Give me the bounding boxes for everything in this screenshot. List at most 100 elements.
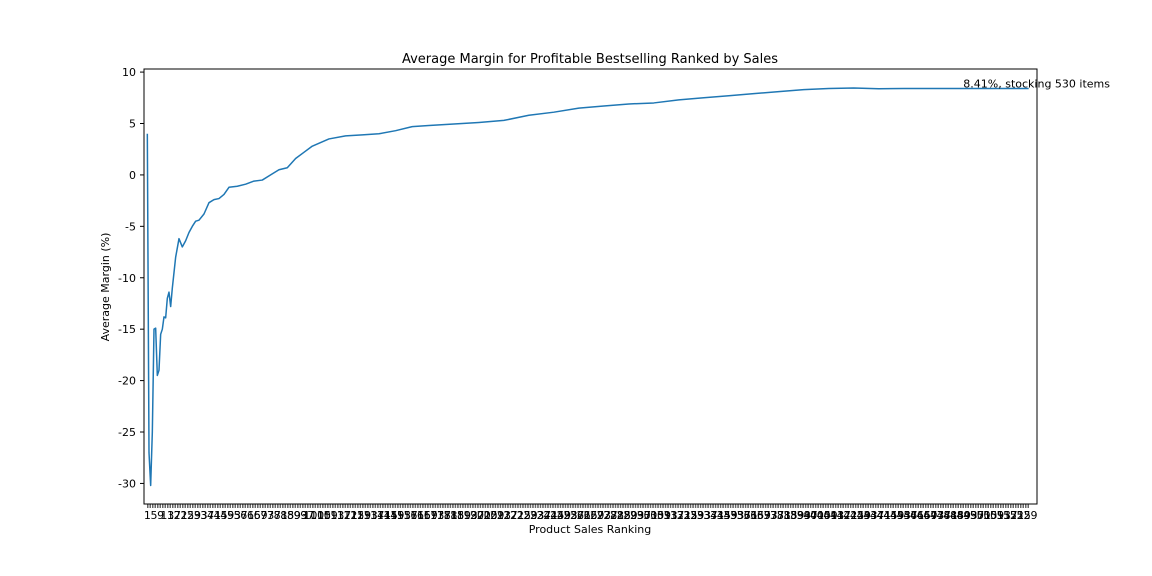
y-tick-label: -20 — [118, 375, 136, 388]
x-tick-label: 209 — [483, 509, 504, 522]
x-tick-label: 353 — [723, 509, 744, 522]
y-tick-label: -15 — [118, 323, 136, 336]
x-tick-label: 85 — [280, 509, 294, 522]
x-tick-label: 49 — [220, 509, 234, 522]
x-tick-label: 325 — [677, 509, 698, 522]
x-tick-label: 165 — [410, 509, 431, 522]
x-tick-label: 425 — [843, 509, 864, 522]
x-tick-label: 25 — [180, 509, 194, 522]
x-tick-label: 89 — [287, 509, 301, 522]
x-tick-label: 249 — [550, 509, 571, 522]
x-tick-label: 369 — [750, 509, 771, 522]
x-tick-label: 417 — [830, 509, 851, 522]
x-tick-label: 233 — [523, 509, 544, 522]
y-tick-label: -25 — [118, 426, 136, 439]
x-tick-label: 317 — [663, 509, 684, 522]
x-tick-label: 357 — [730, 509, 751, 522]
x-tick-label: 177 — [430, 509, 451, 522]
plot-area-frame — [143, 68, 1038, 505]
x-tick-label: 345 — [710, 509, 731, 522]
y-tick-label: -30 — [118, 477, 136, 490]
x-tick-label: 133 — [357, 509, 378, 522]
x-tick-label: 189 — [450, 509, 471, 522]
x-tick-label: 333 — [690, 509, 711, 522]
x-axis: 1 5 91317212529333741454953576165697377818… — [144, 504, 1038, 522]
x-tick-label: 61 — [240, 509, 254, 522]
y-axis: -30 -25 -20 -15 -10 -5 0 5 10 — [118, 66, 144, 490]
x-tick-label: 405 — [810, 509, 831, 522]
x-tick-label: 245 — [543, 509, 564, 522]
x-tick-label: 21 — [174, 509, 188, 522]
x-tick-label: 401 — [803, 509, 824, 522]
x-tick-label: 57 — [234, 509, 248, 522]
x-tick-label: 361 — [737, 509, 758, 522]
x-tick-label: 421 — [837, 509, 858, 522]
x-tick-label: 473 — [923, 509, 944, 522]
x-tick-label: 393 — [790, 509, 811, 522]
x-tick-label: 365 — [743, 509, 764, 522]
x-tick-label: 381 — [770, 509, 791, 522]
x-tick-label: 385 — [777, 509, 798, 522]
x-tick-label: 193 — [457, 509, 478, 522]
x-tick-label: 5 — [150, 509, 157, 522]
x-tick-label: 73 — [260, 509, 274, 522]
x-tick-label: 161 — [403, 509, 424, 522]
x-tick-label: 121 — [337, 509, 358, 522]
x-tick-label: 265 — [577, 509, 598, 522]
x-tick-label: 101 — [303, 509, 324, 522]
x-ticks — [147, 504, 1029, 508]
x-tick-label: 433 — [857, 509, 878, 522]
x-tick-label: 129 — [350, 509, 371, 522]
x-tick-label: 525 — [1010, 509, 1031, 522]
x-tick-label: 93 — [294, 509, 308, 522]
x-tick-label: 289 — [617, 509, 638, 522]
x-tick-label: 65 — [247, 509, 261, 522]
x-tick-label: 261 — [570, 509, 591, 522]
x-tick-label: 309 — [650, 509, 671, 522]
x-tick-label: 481 — [937, 509, 958, 522]
x-tick-label: 169 — [417, 509, 438, 522]
x-tick-label: 349 — [717, 509, 738, 522]
x-tick-label: 441 — [870, 509, 891, 522]
y-axis-title: Average Margin (%) — [99, 233, 112, 342]
y-tick-label: 5 — [129, 118, 136, 131]
x-tick-label: 469 — [917, 509, 938, 522]
x-tick-label: 33 — [194, 509, 208, 522]
x-tick-label: 1 — [144, 509, 151, 522]
x-tick-label: 53 — [227, 509, 241, 522]
end-annotation: 8.41%, stocking 530 items — [963, 77, 1110, 90]
x-tick-label: 409 — [817, 509, 838, 522]
x-tick-label: 449 — [883, 509, 904, 522]
x-tick-label: 513 — [990, 509, 1011, 522]
x-tick-label: 153 — [390, 509, 411, 522]
x-tick-label: 529 — [1017, 509, 1038, 522]
x-tick-label: 221 — [503, 509, 524, 522]
x-tick-label: 277 — [597, 509, 618, 522]
x-tick-label: 501 — [970, 509, 991, 522]
x-tick-label: 197 — [463, 509, 484, 522]
x-tick-label: 341 — [703, 509, 724, 522]
x-tick-label: 181 — [437, 509, 458, 522]
x-tick-labels: 1 5 91317212529333741454953576165697377818… — [144, 509, 1038, 522]
x-tick-label: 297 — [630, 509, 651, 522]
x-tick-label: 113 — [323, 509, 344, 522]
x-tick-label: 301 — [637, 509, 658, 522]
x-tick-label: 461 — [903, 509, 924, 522]
x-tick-label: 321 — [670, 509, 691, 522]
x-tick-label: 117 — [330, 509, 351, 522]
x-tick-label: 17 — [167, 509, 181, 522]
series-line — [146, 87, 1029, 487]
y-tick-label: 0 — [129, 169, 136, 182]
x-tick-label: 293 — [623, 509, 644, 522]
x-tick-label: 105 — [310, 509, 331, 522]
x-tick-label: 29 — [187, 509, 201, 522]
x-tick-label: 457 — [897, 509, 918, 522]
x-tick-label: 505 — [977, 509, 998, 522]
x-tick-label: 137 — [363, 509, 384, 522]
x-tick-label: 437 — [863, 509, 884, 522]
x-tick-label: 337 — [697, 509, 718, 522]
x-tick-label: 225 — [510, 509, 531, 522]
x-tick-label: 313 — [657, 509, 678, 522]
x-tick-label: 377 — [763, 509, 784, 522]
